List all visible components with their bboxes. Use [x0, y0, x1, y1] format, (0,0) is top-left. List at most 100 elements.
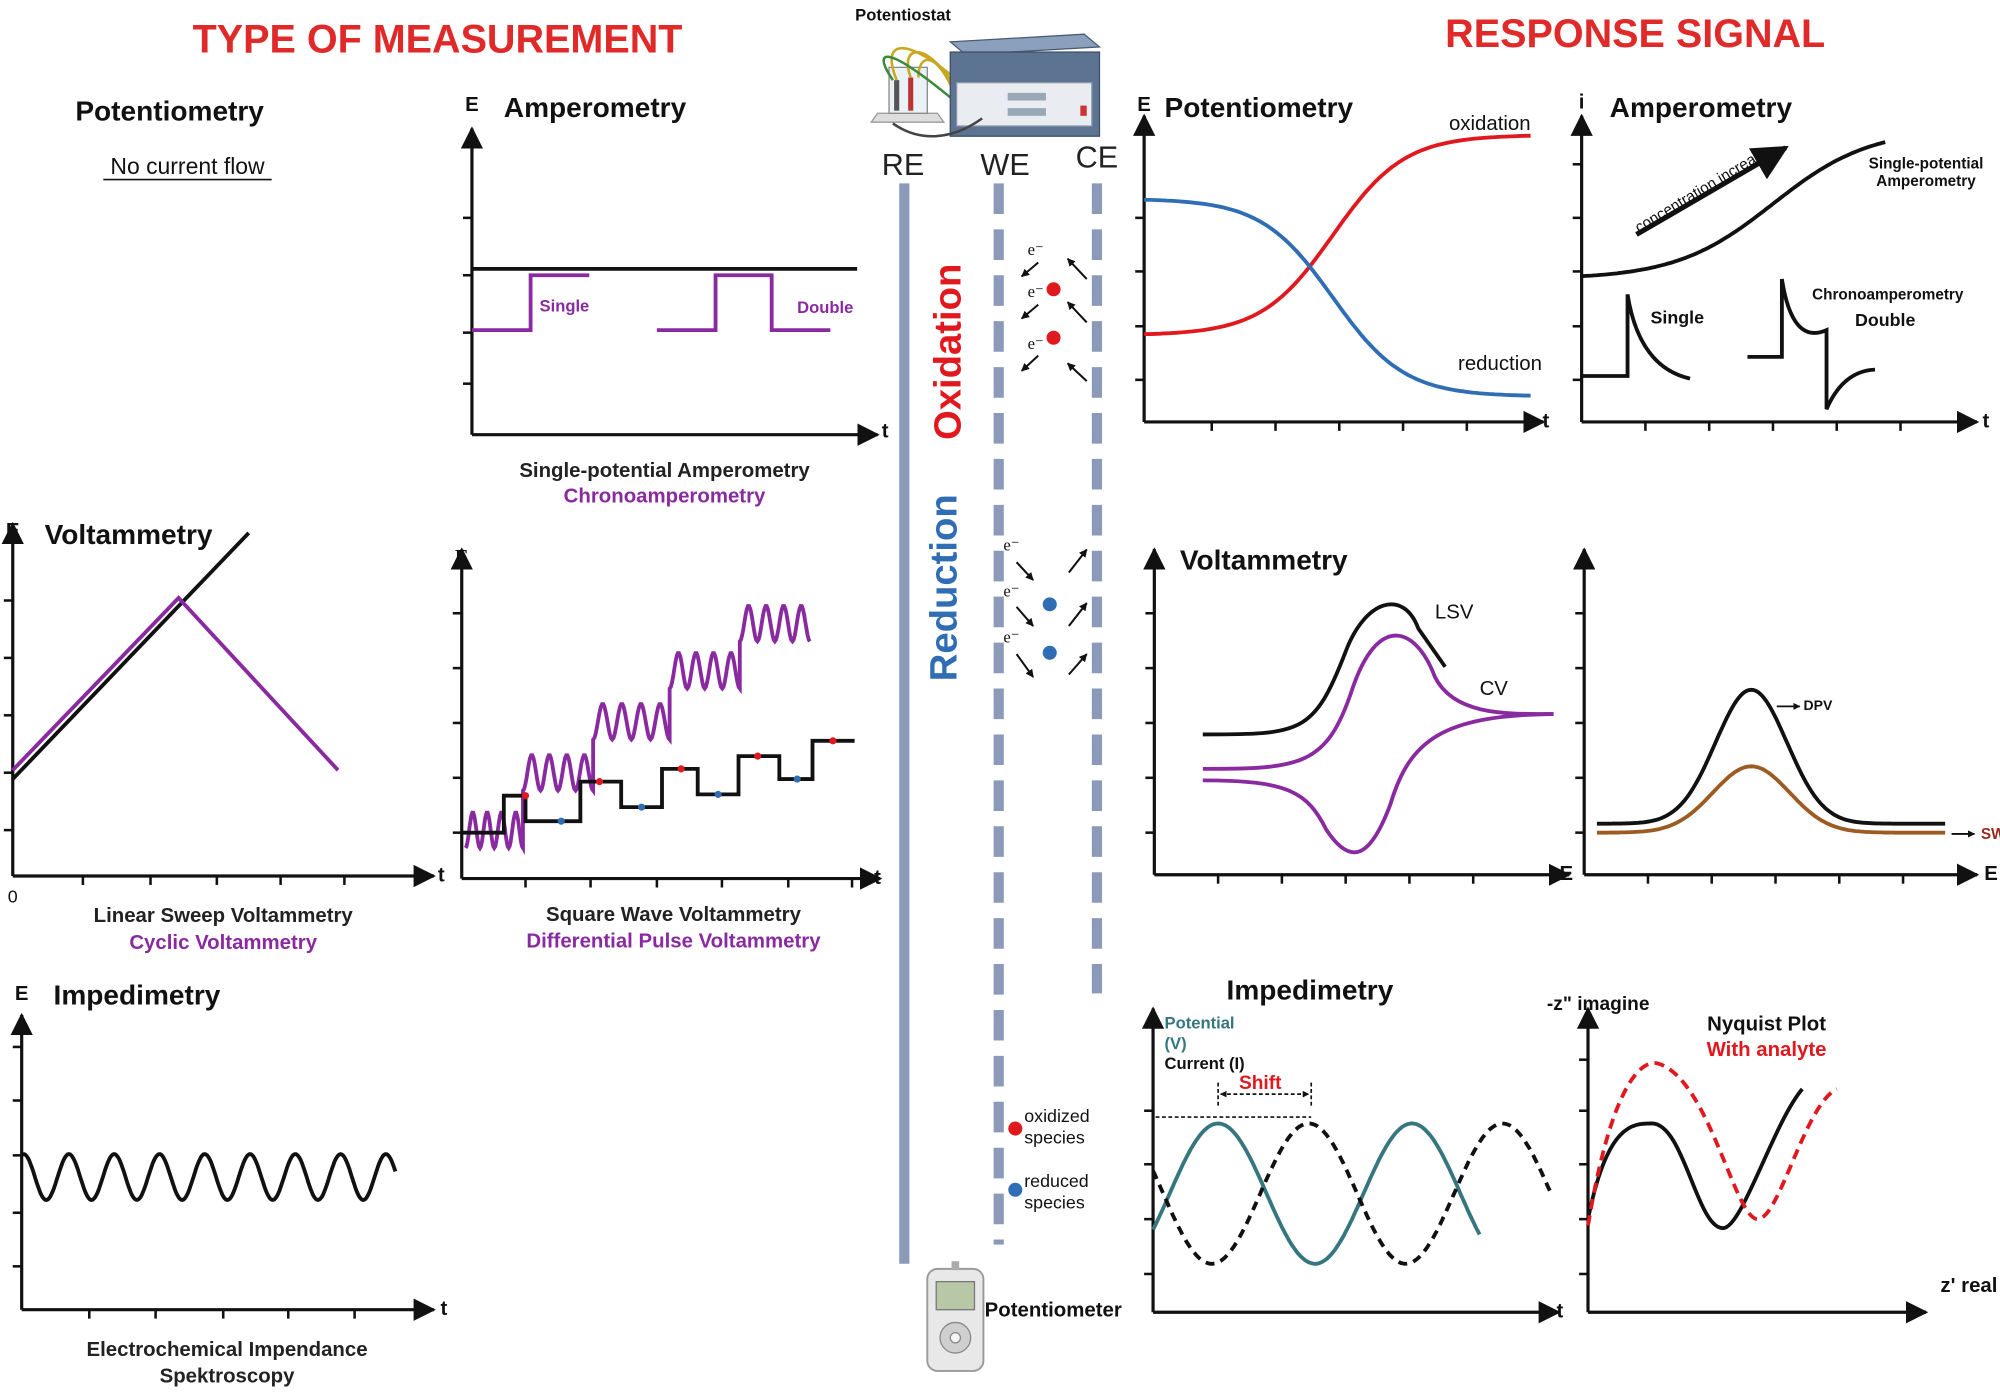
reduced-species [1042, 645, 1057, 660]
label: TYPE OF MEASUREMENT [193, 17, 683, 61]
label: Potentiometry [75, 96, 264, 127]
cv-ramp [11, 595, 340, 772]
legend-reduced-dot [1008, 1182, 1023, 1197]
label: Potentiostat [855, 6, 951, 25]
label: Reduction [923, 494, 966, 681]
label: RE [882, 148, 925, 182]
electron-arrows [1015, 257, 1088, 678]
label: Potentiometry [1165, 92, 1354, 123]
label: t [874, 867, 881, 889]
label: E [455, 546, 469, 568]
label: t [440, 1298, 447, 1320]
label: Oxidation [926, 264, 969, 440]
label: e⁻ [1003, 582, 1019, 601]
legend-oxidized-dot [1008, 1121, 1023, 1136]
nyquist-curve [1586, 1087, 1804, 1230]
pulse-dot [595, 778, 604, 786]
axis [1152, 549, 1569, 877]
pulse-dot [557, 817, 565, 825]
label: t [1983, 410, 1990, 432]
label: No current flow [110, 153, 265, 179]
single-step [471, 273, 590, 333]
label: Voltammetry [45, 519, 213, 550]
label: (V) [1165, 1034, 1187, 1053]
label: species [1024, 1193, 1085, 1213]
shift-bracket [1155, 1082, 1313, 1118]
label: E [1560, 863, 1574, 885]
label: Chronoamperometry [1812, 287, 1964, 304]
label: Impedimetry [54, 980, 221, 1011]
pulse-dot [754, 752, 762, 760]
label: species [1024, 1127, 1085, 1147]
potentiometer-icon [926, 1261, 985, 1372]
label: Nyquist Plot [1707, 1014, 1826, 1036]
label: z' real [1940, 1275, 1997, 1297]
label: t [1557, 1301, 1564, 1323]
label: RESPONSE SIGNAL [1445, 12, 1825, 56]
label: E [1137, 94, 1151, 116]
potential-wave [1151, 1121, 1482, 1266]
label: i [1581, 547, 1587, 569]
lsv-curve [1202, 602, 1447, 737]
axis [1151, 1008, 1559, 1314]
label: e⁻ [1028, 282, 1044, 301]
axis [1582, 549, 1978, 877]
label: CV [1480, 678, 1509, 700]
label: Potential [1165, 1013, 1235, 1032]
label: Electrochemical Impendance [87, 1339, 368, 1361]
label: oxidation [1449, 113, 1531, 135]
label: E [15, 983, 29, 1005]
label: e⁻ [1028, 334, 1044, 353]
label: -z" imagine [1547, 994, 1650, 1015]
label: With analyte [1707, 1039, 1827, 1061]
label: Potentiometer [985, 1299, 1122, 1321]
ac-signal [20, 1152, 398, 1202]
label: Double [1855, 310, 1916, 330]
amperometric-curve [1581, 140, 1886, 279]
label: Amperometry [1610, 92, 1793, 123]
label: Single [540, 297, 590, 316]
label: t [1543, 410, 1550, 432]
double-step [656, 273, 831, 333]
reduced-species [1042, 597, 1057, 612]
label: Single [1651, 307, 1705, 327]
label: Linear Sweep Voltammetry [94, 905, 354, 927]
label: e⁻ [1003, 628, 1019, 647]
oxidation-curve [1144, 133, 1531, 337]
label: WE [980, 148, 1029, 182]
swv-staircase [461, 738, 855, 835]
label: DPV [1804, 697, 1833, 713]
label: reduced [1024, 1171, 1088, 1191]
label: Spektroscopy [160, 1366, 296, 1388]
label: Double [797, 298, 853, 317]
label: Voltammetry [1180, 545, 1348, 576]
dpv-waveform [463, 604, 812, 856]
double-response [1747, 278, 1876, 410]
label: t [438, 864, 445, 886]
label: t [882, 421, 889, 443]
label: Square Wave Voltammetry [546, 904, 802, 926]
label: E [6, 520, 20, 542]
label: reduction [1458, 353, 1542, 375]
pulse-dot [793, 775, 801, 783]
potentiostat-icon [869, 33, 1102, 138]
oxidized-species [1046, 282, 1061, 297]
pulse-dot [677, 765, 685, 773]
label: Cyclic Voltammetry [129, 932, 317, 954]
label: Current (I) [1165, 1054, 1245, 1073]
pulse-dot [714, 790, 722, 798]
label: Single-potential Amperometry [519, 460, 810, 482]
label: Amperometry [504, 92, 687, 123]
label: 0 [8, 886, 18, 906]
single-response [1581, 294, 1691, 381]
axis [460, 549, 881, 881]
label: E [1984, 863, 1998, 885]
label: Impedimetry [1227, 974, 1394, 1005]
label: oxidized [1024, 1106, 1089, 1126]
label: e⁻ [1003, 536, 1019, 555]
label: Single-potential [1869, 155, 1984, 172]
pulse-dot [829, 737, 837, 745]
label: Shift [1239, 1073, 1282, 1094]
oxidized-species [1046, 330, 1061, 345]
